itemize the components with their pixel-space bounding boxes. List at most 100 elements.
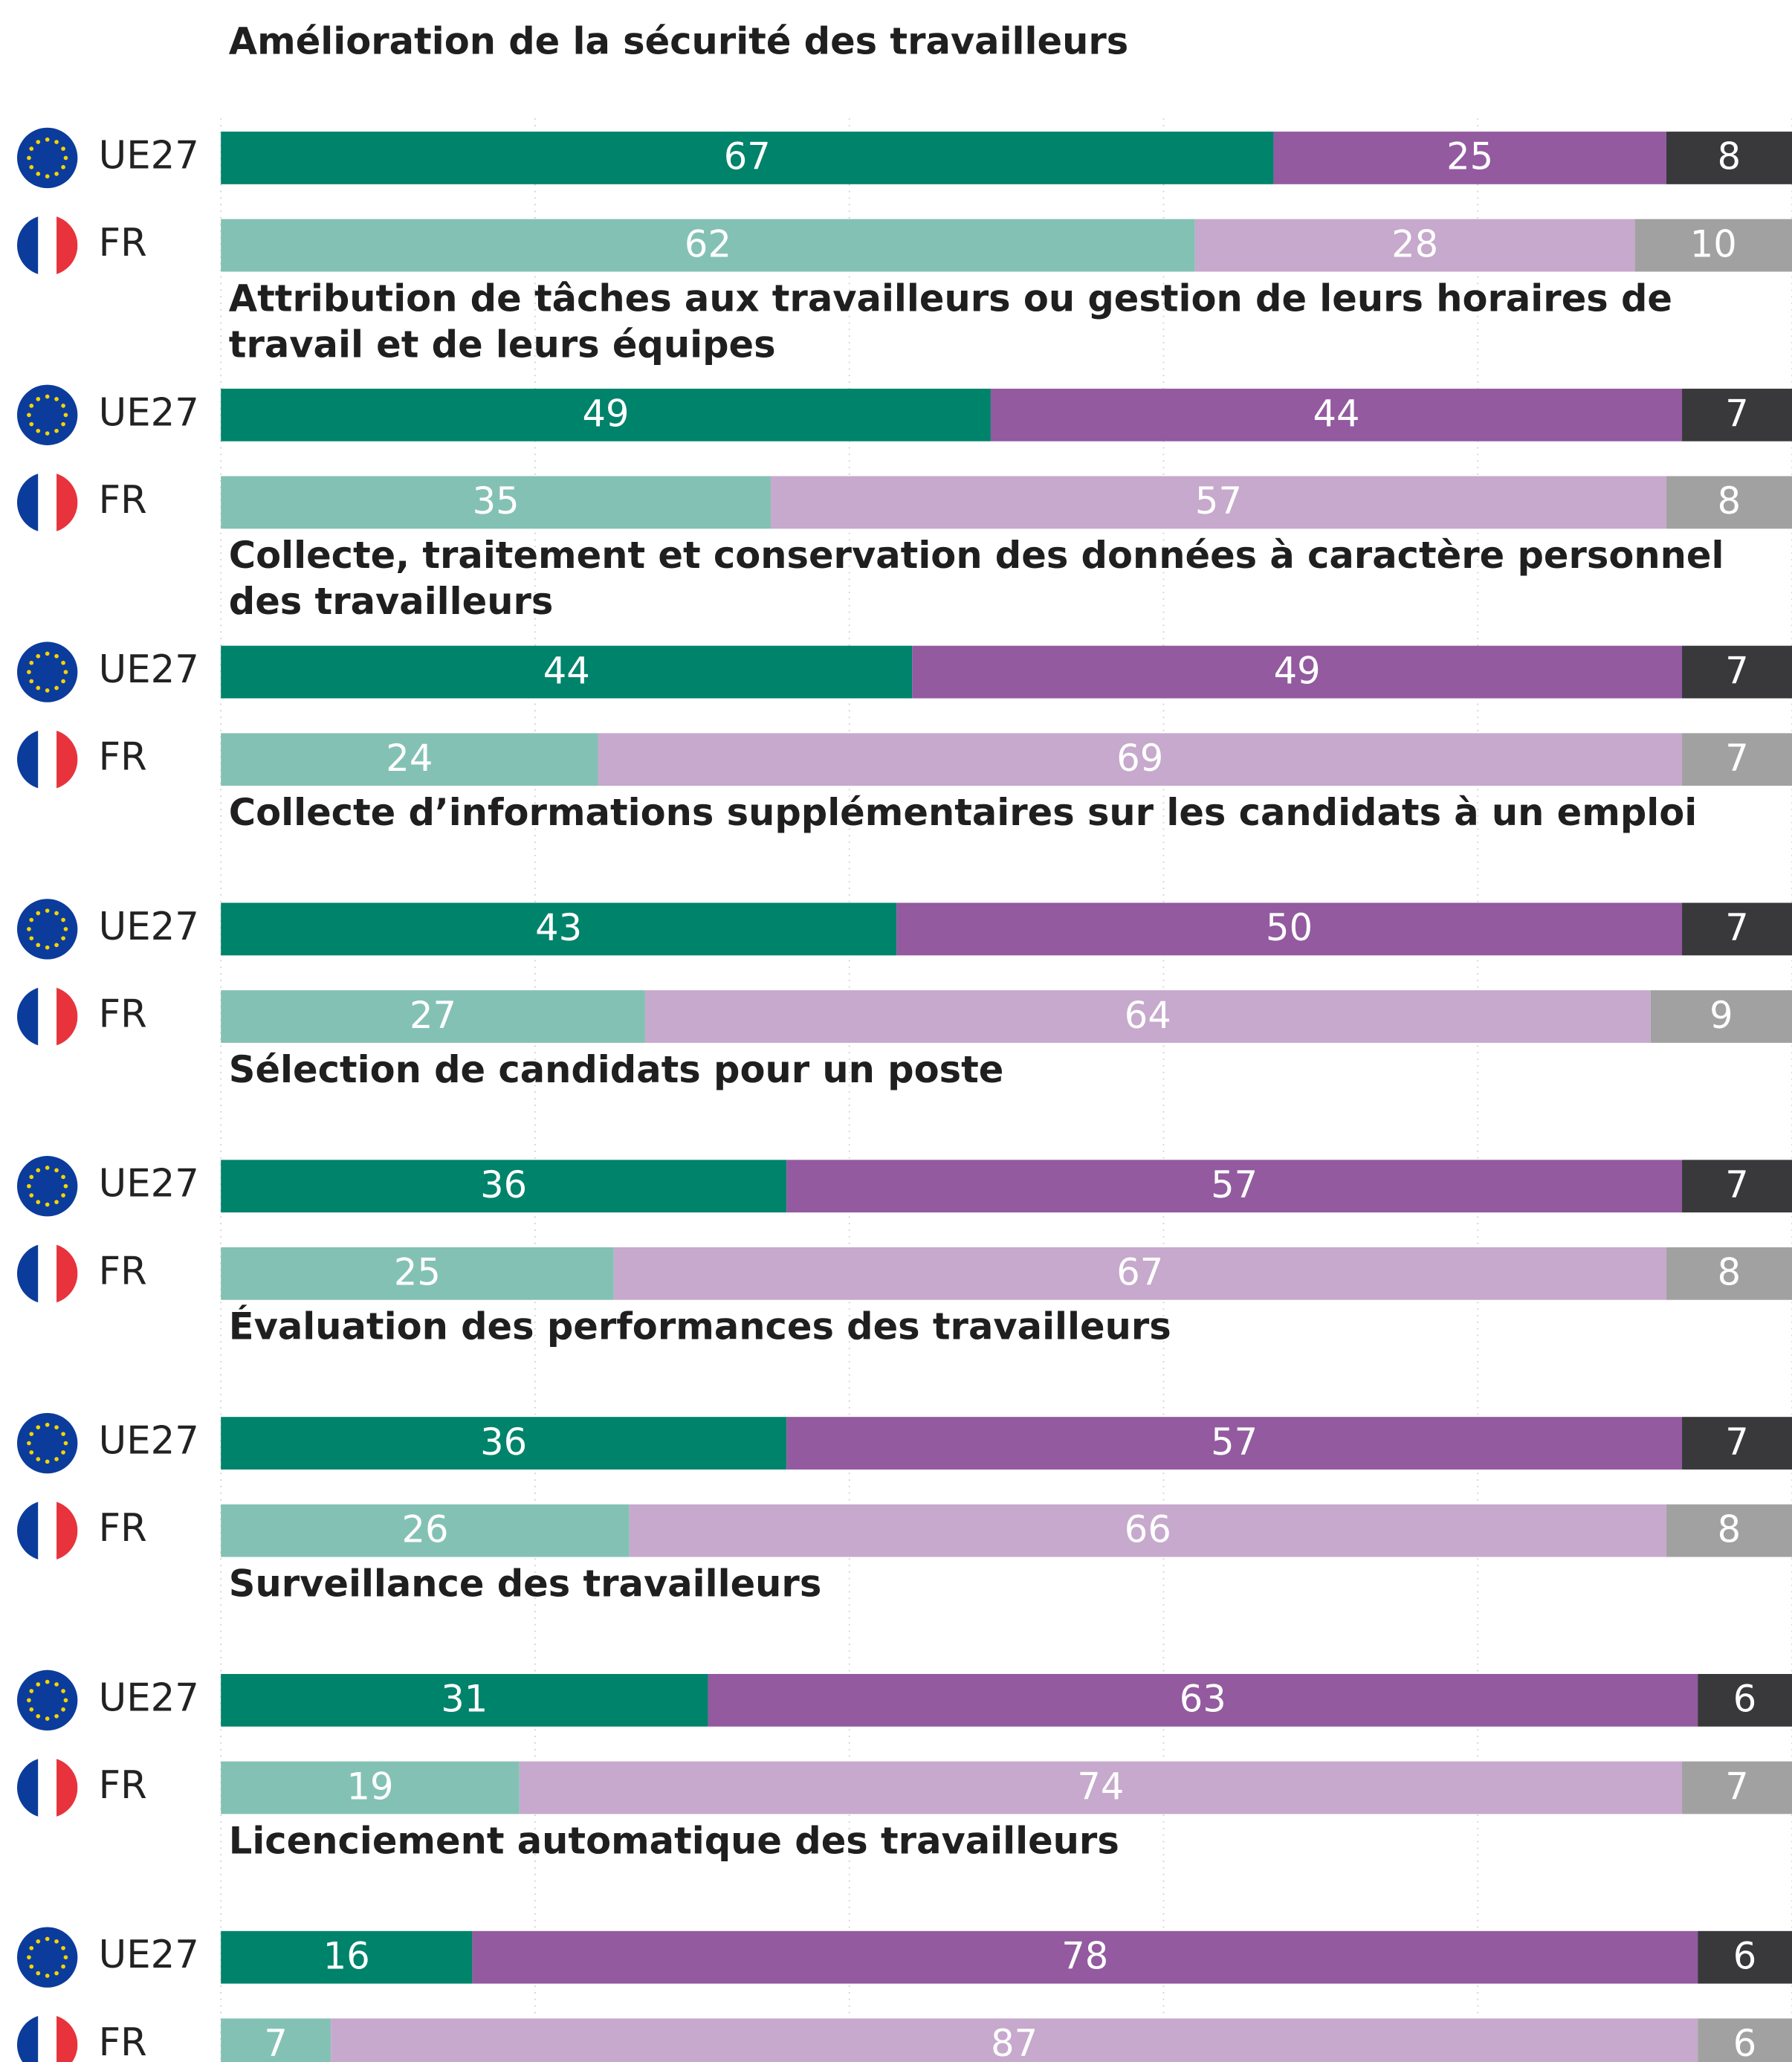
row-label: UE27 [99,905,199,949]
eu-flag [16,1670,78,1731]
bar-segment [221,132,1274,184]
bar-segment [896,902,1683,956]
value-label: 25 [1446,135,1493,178]
value-label: 7 [1725,1421,1749,1464]
value-label: 25 [394,1251,441,1294]
value-label: 50 [1266,906,1313,949]
value-label: 74 [1077,1765,1124,1808]
group-title: Surveillance des travailleurs [229,1562,822,1605]
fr-flag [17,1500,77,1560]
title-line: Évaluation des performances des travaill… [229,1304,1171,1348]
bar-segment [1273,132,1666,184]
bar-segment [221,902,897,956]
value-label: 43 [535,906,582,949]
eu-flag [16,899,78,960]
value-label: 6 [1733,1678,1757,1721]
value-label: 69 [1116,737,1163,780]
value-label: 7 [264,2022,288,2062]
row-label: FR [99,735,147,780]
eu-flag [16,1412,78,1474]
bar-segment [221,990,645,1043]
bar-segment [1682,645,1792,699]
value-label: 16 [323,1934,370,1977]
value-label: 49 [583,392,630,436]
value-label: 57 [1195,479,1242,523]
value-label: 8 [1718,1507,1741,1551]
bar-segment [221,1504,630,1557]
group-title: Licenciement automatique des travailleur… [229,1819,1119,1862]
bar-segment [613,1247,1666,1300]
value-label: 7 [1725,906,1749,949]
row-label: FR [99,221,147,265]
value-label: 7 [1725,1163,1749,1206]
row-label: FR [99,1249,147,1293]
value-label: 8 [1718,479,1741,523]
row-label: FR [99,2020,147,2062]
bar-segment [221,476,772,529]
row-label: UE27 [99,1933,199,1977]
bar-segment [1666,1504,1792,1557]
bar-segment [221,219,1195,272]
bar-segment [221,1930,473,1984]
row-label: FR [99,478,147,523]
title-line: Licenciement automatique des travailleur… [229,1819,1119,1862]
value-label: 7 [1725,392,1749,436]
title-line: Amélioration de la sécurité des travaill… [229,19,1128,62]
value-label: 66 [1125,1507,1171,1551]
bar-segment [1682,733,1792,786]
fr-flag [17,986,77,1047]
title-line: Sélection de candidats pour un poste [229,1047,1004,1090]
bar-segment [1666,132,1792,184]
bar-segment [221,1160,787,1213]
value-label: 57 [1211,1421,1258,1464]
bar-segment [221,1761,520,1814]
value-label: 36 [480,1163,527,1206]
title-line: Surveillance des travailleurs [229,1562,822,1605]
bar-segment [1666,1247,1792,1300]
row-label: FR [99,1763,147,1808]
row-label: FR [99,992,147,1037]
bar-segment [1682,1761,1792,1814]
value-label: 7 [1725,737,1749,780]
value-label: 67 [1116,1251,1163,1294]
value-label: 49 [1274,649,1321,692]
value-label: 9 [1709,994,1733,1037]
fr-flag [17,1244,77,1304]
value-label: 44 [543,649,590,692]
bar-segment [786,1417,1683,1470]
title-line: des travailleurs [229,580,554,623]
fr-flag [17,1757,77,1817]
bar-segment [221,2018,331,2062]
row-label: UE27 [99,647,199,692]
bar-segment [1682,1417,1792,1470]
row-label: UE27 [99,1419,199,1464]
bar-segment [221,1417,787,1470]
row-label: UE27 [99,390,199,435]
bar-segment [1682,902,1792,956]
group-title: Collecte d’informations supplémentaires … [229,791,1697,834]
value-label: 26 [401,1507,448,1551]
eu-flag [16,1156,78,1217]
bar-segment [990,388,1683,442]
row-label: UE27 [99,1162,199,1206]
fr-flag [17,215,77,275]
bar-segment [644,990,1651,1043]
bar-segment [331,2018,1698,2062]
value-label: 31 [441,1678,488,1721]
bar-segment [1682,1160,1792,1213]
fr-flag [17,2014,77,2062]
value-label: 6 [1733,1934,1757,1977]
bar-segment [1682,388,1792,442]
value-label: 6 [1733,2022,1757,2062]
eu-flag [16,1927,78,1988]
value-label: 64 [1125,994,1171,1037]
bar-segment [598,733,1683,786]
title-line: Collecte d’informations supplémentaires … [229,791,1697,834]
title-line: Collecte, traitement et conservation des… [229,534,1724,577]
group-title: Amélioration de la sécurité des travaill… [229,19,1128,62]
bar-segment [221,388,991,442]
group-title: Collecte, traitement et conservation des… [229,534,1724,623]
group-title: Évaluation des performances des travaill… [229,1304,1171,1348]
